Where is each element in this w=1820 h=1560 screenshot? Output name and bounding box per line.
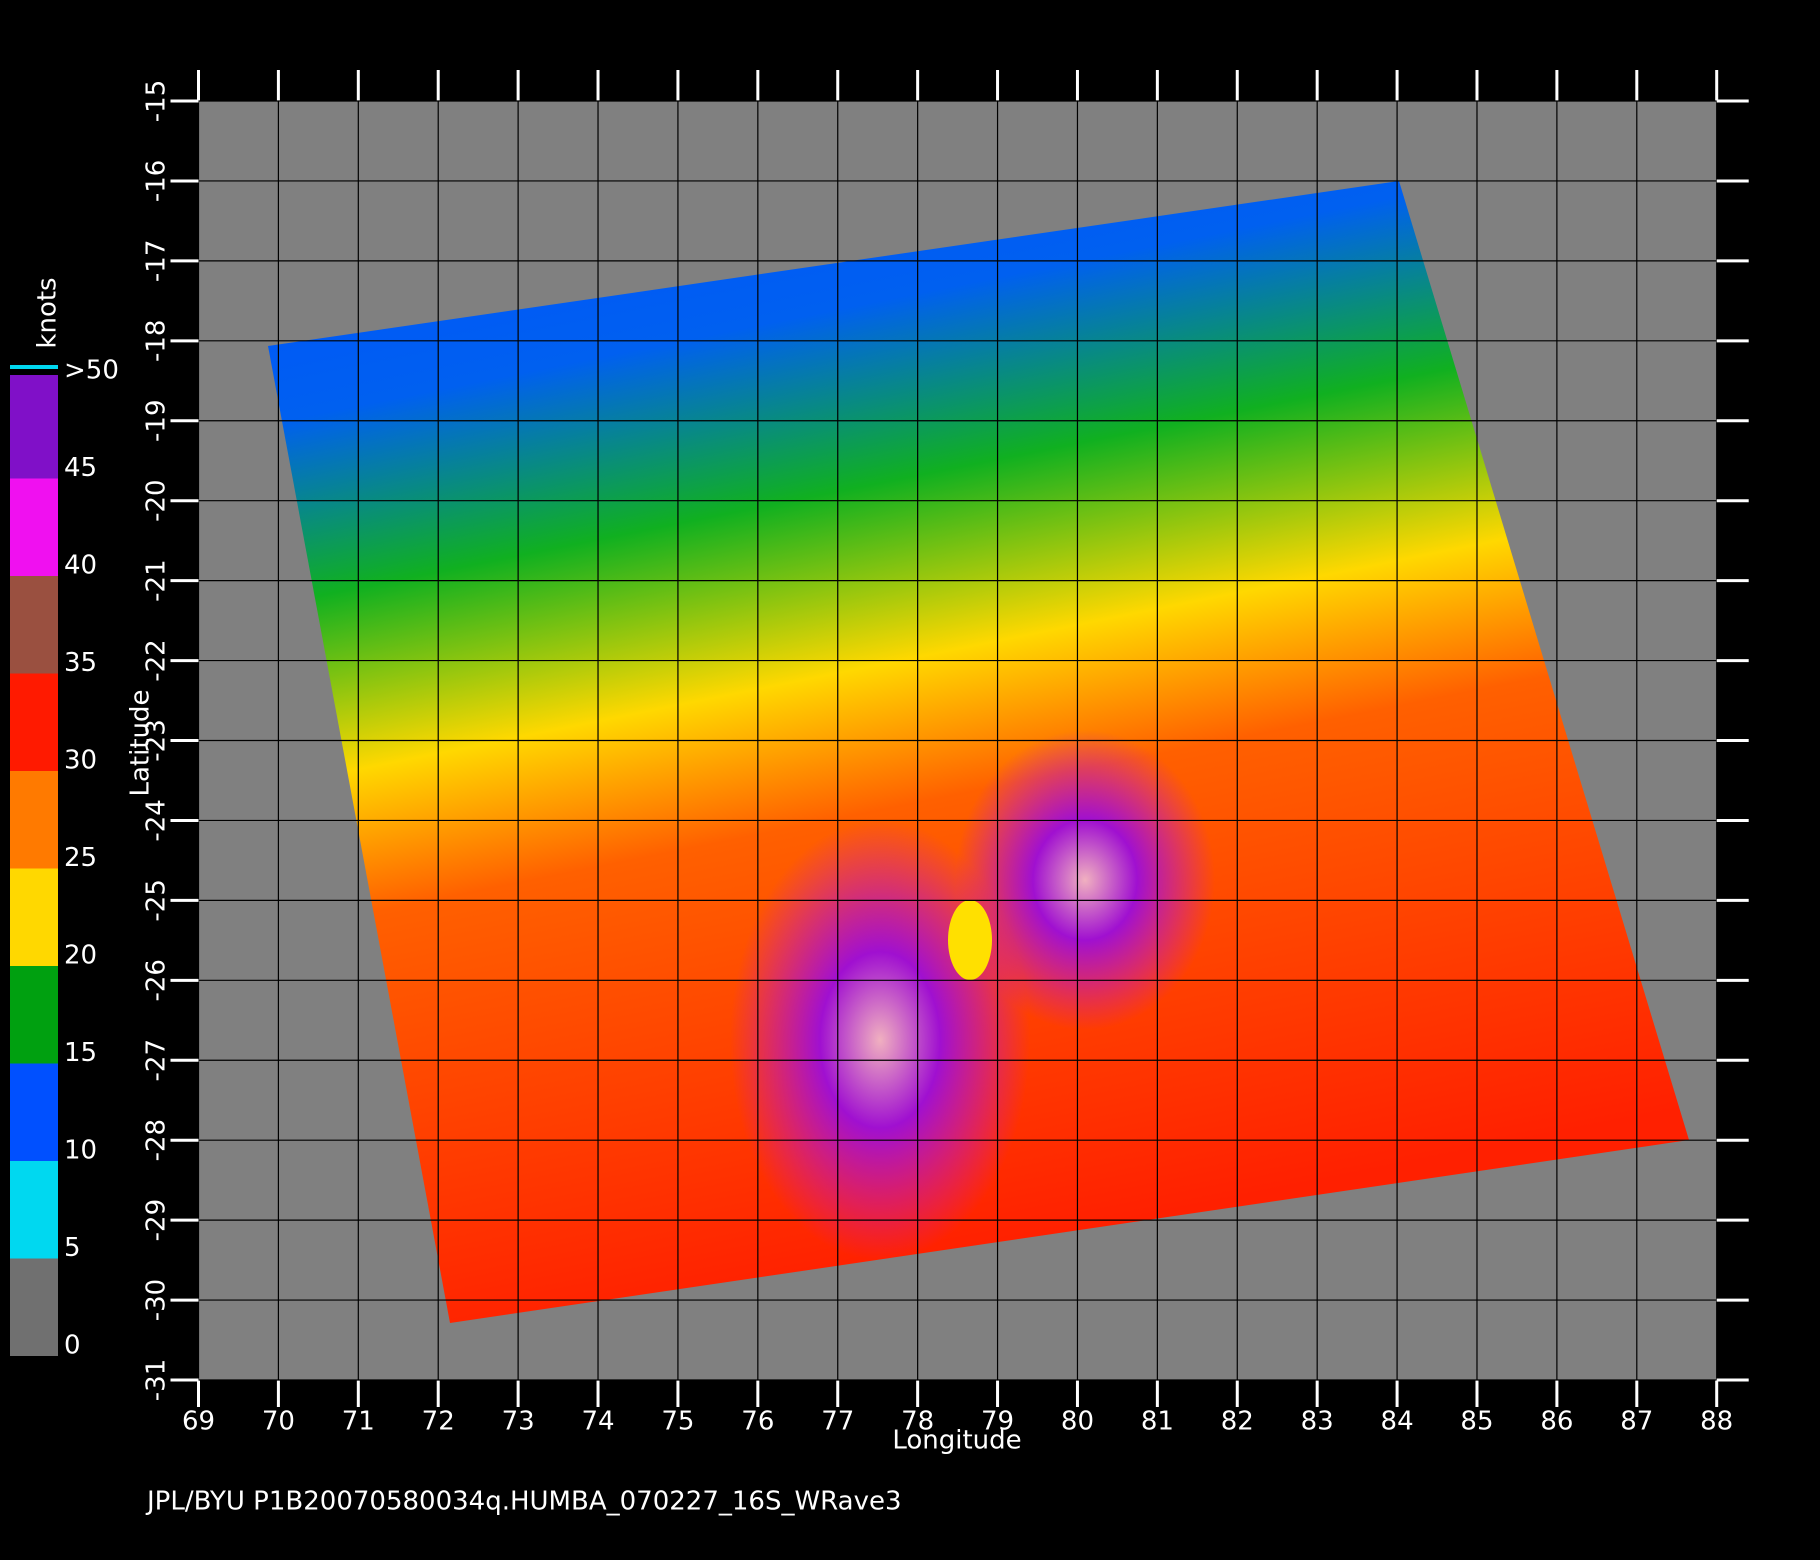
x-tick-label: 87 bbox=[1620, 1407, 1653, 1437]
x-tick-label: 83 bbox=[1301, 1407, 1334, 1437]
colorbar-segment bbox=[10, 576, 58, 674]
wind-core bbox=[955, 730, 1215, 1030]
colorbar-segment bbox=[10, 868, 58, 966]
colorbar-cap bbox=[10, 365, 58, 369]
colorbar-segment bbox=[10, 673, 58, 771]
x-tick-label: 71 bbox=[342, 1407, 375, 1437]
colorbar-segment bbox=[10, 1161, 58, 1259]
colorbar-tick-label: 0 bbox=[64, 1331, 81, 1361]
y-tick-label: -21 bbox=[142, 559, 172, 601]
colorbar-segment bbox=[10, 375, 58, 381]
colorbar-segment bbox=[10, 1063, 58, 1161]
axes: 69 70 71 72 73 74 75 76 77 78 79 80 81 82 83 84 85 86 87 88… bbox=[10, 70, 1749, 1437]
x-tick-label: 69 bbox=[182, 1407, 215, 1437]
y-tick-label: -27 bbox=[142, 1039, 172, 1081]
x-tick-label: 88 bbox=[1700, 1407, 1733, 1437]
y-tick-label: -30 bbox=[142, 1279, 172, 1321]
x-axis-label: Longitude bbox=[892, 1426, 1021, 1456]
x-tick-label: 82 bbox=[1221, 1407, 1254, 1437]
y-tick-label: -23 bbox=[142, 719, 172, 761]
y-tick-label: -16 bbox=[142, 160, 172, 202]
x-tick-label: 77 bbox=[821, 1407, 854, 1437]
colorbar-tick-label: 20 bbox=[64, 941, 97, 971]
y-tick-label: -17 bbox=[142, 240, 172, 282]
eye bbox=[948, 900, 992, 980]
swath bbox=[268, 181, 1689, 1323]
swath-fill bbox=[268, 181, 1689, 1323]
x-tick-label: 72 bbox=[422, 1407, 455, 1437]
colorbar-segment bbox=[10, 1258, 58, 1356]
x-tick-label: 85 bbox=[1460, 1407, 1493, 1437]
colorbar-tick-label: 25 bbox=[64, 843, 97, 873]
colorbar-segment bbox=[10, 771, 58, 869]
colorbar-tick-label: 5 bbox=[64, 1233, 81, 1263]
x-tick-label: 84 bbox=[1381, 1407, 1414, 1437]
colorbar-tick-label: >50 bbox=[64, 356, 119, 386]
colorbar-tick-label: 40 bbox=[64, 551, 97, 581]
colorbar-tick-label: 45 bbox=[64, 453, 97, 483]
colorbar-segment bbox=[10, 966, 58, 1064]
y-tick-label: -26 bbox=[142, 959, 172, 1001]
y-tick-label: -28 bbox=[142, 1119, 172, 1161]
x-tick-label: 86 bbox=[1540, 1407, 1573, 1437]
x-tick-label: 81 bbox=[1141, 1407, 1174, 1437]
x-tick-label: 80 bbox=[1061, 1407, 1094, 1437]
y-tick-label: -15 bbox=[142, 80, 172, 122]
colorbar-tick-label: 15 bbox=[64, 1038, 97, 1068]
colorbar-tick-label: 30 bbox=[64, 746, 97, 776]
x-tick-label: 75 bbox=[661, 1407, 694, 1437]
colorbar-tick-label: 10 bbox=[64, 1136, 97, 1166]
colorbar-segment bbox=[10, 478, 58, 576]
x-tick-label: 73 bbox=[502, 1407, 535, 1437]
x-tick-label: 79 bbox=[981, 1407, 1014, 1437]
y-tick-label: -22 bbox=[142, 639, 172, 681]
y-axis-label: Latitude bbox=[126, 689, 156, 796]
colorbar-segment bbox=[10, 381, 58, 479]
y-tick-label: -25 bbox=[142, 879, 172, 921]
y-tick-label: -24 bbox=[142, 799, 172, 841]
x-tick-label: 76 bbox=[741, 1407, 774, 1437]
footer: JPL/BYU P1B20070580034q.HUMBA_070227_16S… bbox=[145, 1487, 902, 1517]
y-tick-label: -31 bbox=[142, 1359, 172, 1401]
x-tick-label: 70 bbox=[262, 1407, 295, 1437]
y-tick-label: -29 bbox=[142, 1199, 172, 1241]
x-tick-label: 74 bbox=[581, 1407, 614, 1437]
y-tick-label: -19 bbox=[142, 400, 172, 442]
x-tick-label: 78 bbox=[901, 1407, 934, 1437]
y-tick-label: -18 bbox=[142, 320, 172, 362]
colorbar-label: knots bbox=[33, 277, 63, 348]
y-tick-label: -20 bbox=[142, 479, 172, 521]
colorbar-tick-label: 35 bbox=[64, 648, 97, 678]
